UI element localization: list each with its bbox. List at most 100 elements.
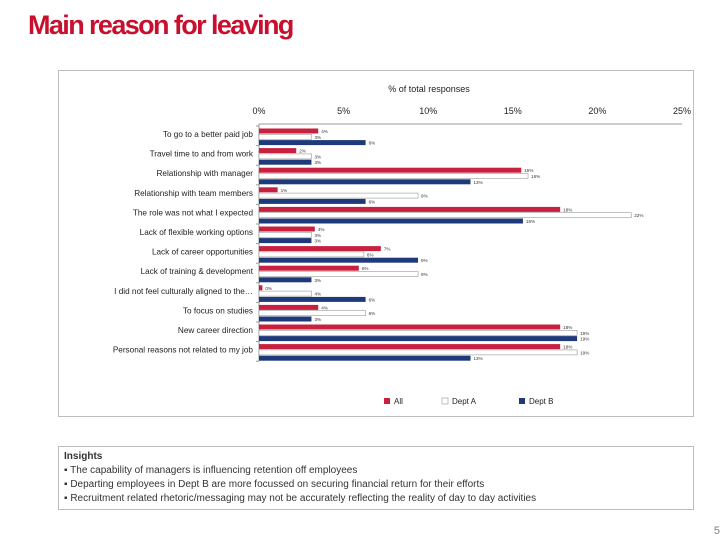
- data-label: 15%: [524, 168, 533, 173]
- category-label: Lack of career opportunities: [152, 248, 253, 257]
- data-label: 13%: [474, 356, 483, 361]
- data-label: 6%: [362, 266, 369, 271]
- data-label: 9%: [421, 272, 428, 277]
- bullet-icon: ▪: [64, 479, 68, 490]
- data-label: 3%: [314, 154, 321, 159]
- data-label: 9%: [421, 258, 428, 263]
- bar-all: [259, 226, 315, 232]
- insight-text: Recruitment related rhetoric/messaging m…: [70, 493, 537, 504]
- data-label: 9%: [421, 194, 428, 199]
- bar-dept-b: [259, 296, 366, 302]
- bar-dept-b: [259, 257, 419, 263]
- data-label: 3%: [314, 160, 321, 165]
- data-label: 6%: [369, 141, 376, 146]
- category-label: The role was not what I expected: [133, 208, 254, 217]
- legend-label: Dept A: [452, 397, 477, 406]
- legend-swatch: [384, 398, 390, 404]
- data-label: 18%: [563, 325, 572, 330]
- data-label: 16%: [526, 219, 535, 224]
- bar-all: [259, 304, 319, 310]
- page-title: Main reason for leaving: [28, 10, 294, 40]
- bar-dept-a: [258, 251, 365, 258]
- data-label: 22%: [634, 213, 643, 218]
- bar-dept-a: [258, 133, 312, 140]
- bar-dept-b: [259, 218, 523, 224]
- bar-dept-a: [258, 349, 578, 356]
- legend-label: Dept B: [529, 397, 553, 406]
- legend-label: All: [394, 397, 403, 406]
- data-label: 4%: [318, 227, 325, 232]
- bar-dept-b: [259, 198, 366, 204]
- category-label: I did not feel culturally aligned to the…: [114, 287, 253, 296]
- category-label: Relationship with manager: [157, 169, 254, 178]
- x-tick-label: 15%: [504, 106, 522, 116]
- data-label: 0%: [265, 286, 272, 291]
- bar-all: [259, 128, 319, 134]
- data-label: 2%: [299, 149, 306, 154]
- bar-dept-a: [258, 329, 578, 336]
- bar-dept-b: [259, 140, 366, 146]
- data-label: 3%: [314, 135, 321, 140]
- x-tick-label: 20%: [588, 106, 606, 116]
- category-label: Lack of flexible working options: [140, 228, 253, 237]
- insight-text: The capability of managers is influencin…: [70, 465, 358, 476]
- bar-all: [259, 246, 381, 252]
- category-label: Travel time to and from work: [150, 150, 254, 159]
- bar-dept-a: [258, 212, 632, 218]
- bar-dept-a: [258, 153, 312, 160]
- category-label: To go to a better paid job: [163, 130, 254, 139]
- legend-swatch: [519, 398, 525, 404]
- insights-box: Insights ▪ The capability of managers is…: [58, 446, 694, 510]
- bar-dept-b: [259, 316, 312, 322]
- data-label: 3%: [314, 278, 321, 283]
- bar-dept-b: [259, 159, 312, 165]
- bar-all: [259, 206, 561, 212]
- data-label: 19%: [580, 337, 589, 342]
- data-label: 4%: [314, 292, 321, 297]
- chart-frame: % of total responses 0% 5% 10% 15% 20% 25% To g…: [58, 70, 694, 417]
- bar-all: [259, 344, 561, 350]
- bar-dept-a: [258, 192, 419, 199]
- data-label: 6%: [369, 311, 376, 316]
- data-label: 4%: [321, 129, 328, 134]
- bar-all: [259, 167, 522, 173]
- legend-swatch: [441, 397, 449, 405]
- bar-dept-a: [258, 173, 529, 179]
- data-label: 6%: [369, 199, 376, 204]
- insight-text: Departing employees in Dept B are more f…: [70, 479, 485, 490]
- category-label: To focus on studies: [183, 306, 253, 315]
- data-label: 3%: [314, 239, 321, 244]
- bullet-icon: ▪: [64, 493, 68, 504]
- bar-all: [259, 324, 561, 330]
- bar-dept-b: [259, 179, 471, 185]
- bar-dept-a: [258, 310, 366, 316]
- category-label: Relationship with team members: [134, 189, 253, 198]
- data-label: 3%: [314, 317, 321, 322]
- x-tick-label: 5%: [337, 106, 350, 116]
- category-label: Personal reasons not related to my job: [113, 346, 254, 355]
- bar-all: [259, 187, 278, 193]
- insights-title: Insights: [64, 451, 103, 462]
- data-label: 6%: [367, 252, 374, 257]
- data-label: 16%: [531, 174, 540, 179]
- data-label: 19%: [580, 350, 589, 355]
- data-label: 4%: [321, 305, 328, 310]
- bar-all: [259, 148, 297, 154]
- bar-dept-b: [259, 277, 312, 283]
- bar-dept-b: [259, 336, 578, 342]
- data-label: 3%: [314, 233, 321, 238]
- category-label: New career direction: [178, 326, 254, 335]
- insight-bullet: ▪ Departing employees in Dept B are more…: [64, 479, 484, 490]
- bar-all: [259, 265, 359, 271]
- data-label: 1%: [281, 188, 288, 193]
- data-label: 7%: [384, 247, 391, 252]
- page-number: 5: [713, 525, 720, 537]
- data-label: 18%: [563, 207, 572, 212]
- bar-chart: % of total responses 0% 5% 10% 15% 20% 25% To g…: [113, 84, 691, 406]
- insight-bullet: ▪ The capability of managers is influenc…: [64, 465, 357, 476]
- bar-dept-a: [258, 271, 419, 277]
- data-label: 18%: [563, 345, 572, 350]
- bar-all: [259, 285, 263, 291]
- bullet-icon: ▪: [64, 465, 68, 476]
- bar-dept-a: [258, 232, 312, 238]
